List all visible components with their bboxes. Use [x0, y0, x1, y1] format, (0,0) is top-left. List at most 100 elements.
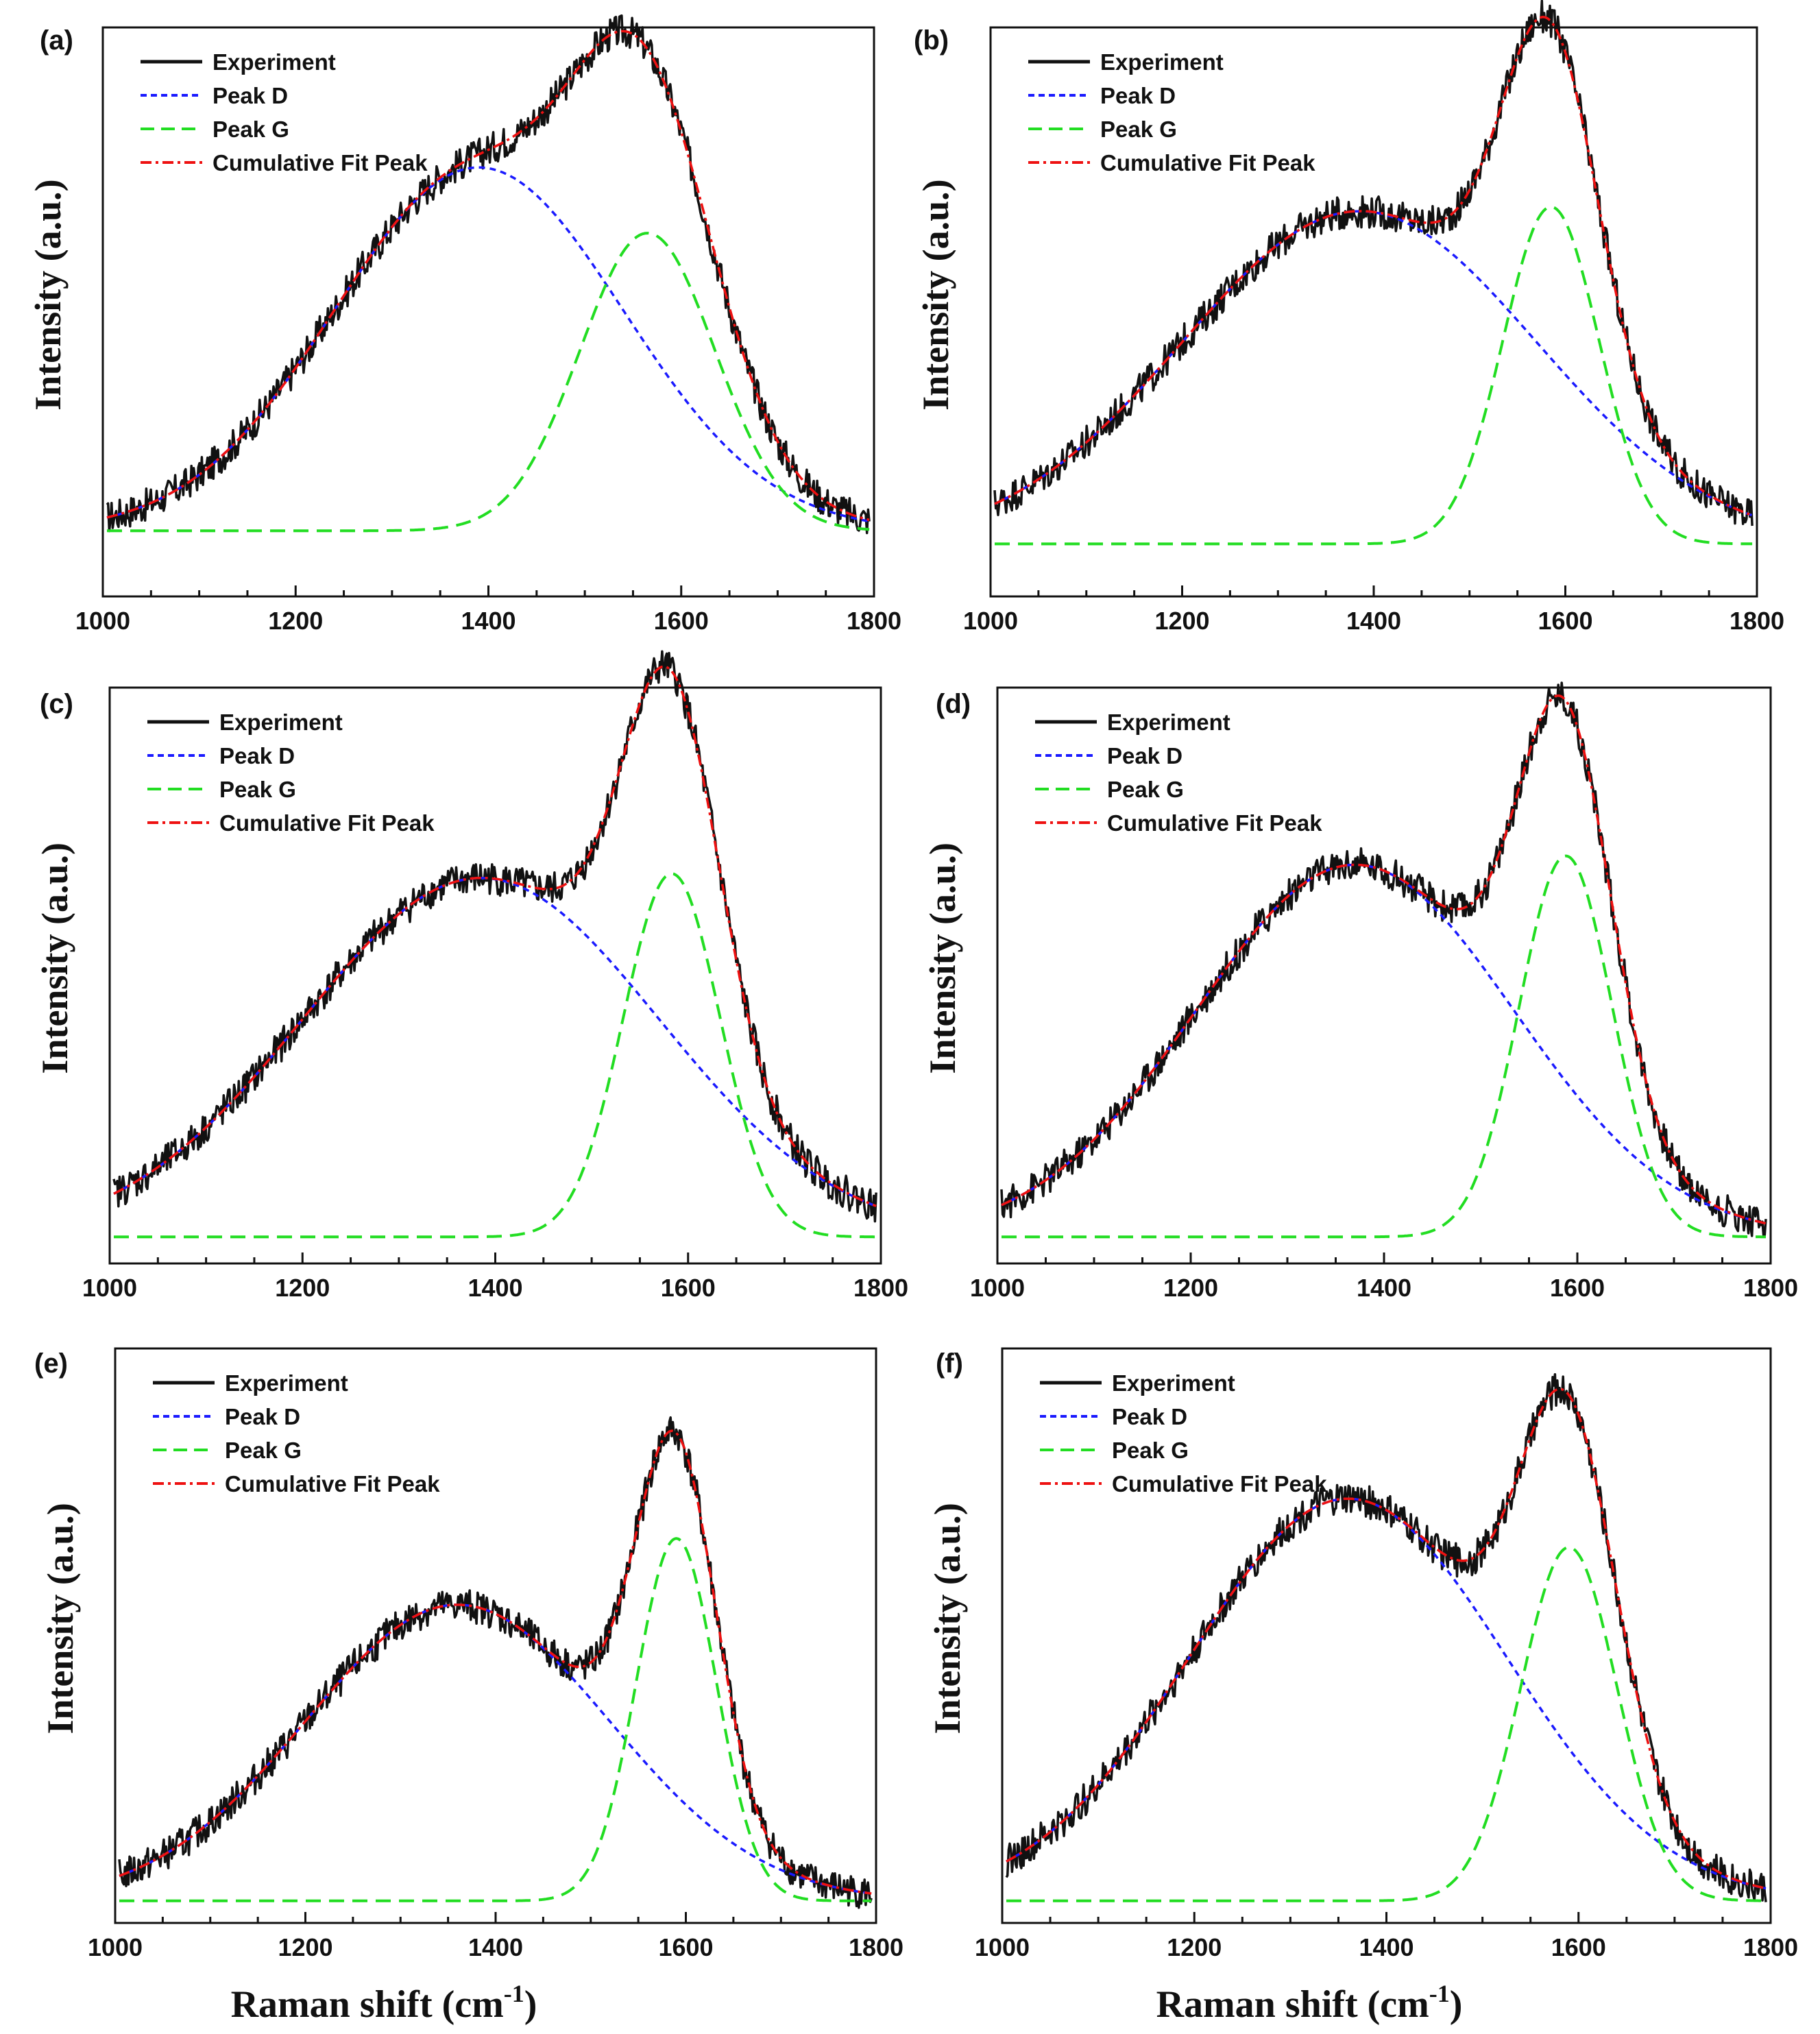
x-tick-label: 1800	[1730, 607, 1784, 635]
x-tick-label: 1400	[1357, 1274, 1411, 1302]
x-tick-label: 1400	[1359, 1933, 1413, 1961]
series-experiment	[118, 1416, 873, 1909]
legend-label: Cumulative Fit Peak	[225, 1471, 440, 1497]
legend-label: Cumulative Fit Peak	[213, 150, 428, 175]
series-cumulative-fit	[119, 1429, 872, 1895]
x-tick-label: 1000	[75, 607, 130, 635]
plot-frame	[989, 26, 1758, 598]
legend-label: Cumulative Fit Peak	[219, 810, 435, 836]
legend-label: Peak D	[225, 1404, 300, 1429]
series-peak-d	[119, 1603, 872, 1895]
chart-panel-a: (a) 1000 1200 1400 1600 1800 Intensity (a.u.) E…	[27, 14, 901, 635]
legend-label: Experiment	[213, 49, 336, 75]
panel-label: (a)	[40, 25, 73, 56]
legend-label: Peak D	[219, 743, 295, 768]
x-tick-label: 1800	[853, 1274, 908, 1302]
x-tick-label: 1200	[278, 1933, 332, 1961]
x-tick-label: 1200	[268, 607, 323, 635]
x-tick-label: 1200	[1163, 1274, 1218, 1302]
plot-frame	[1001, 1347, 1772, 1924]
x-tick-label: 1600	[661, 1274, 716, 1302]
x-axis-title-left: Raman shift (cm-1)	[231, 1980, 537, 2026]
x-tick-label: 1600	[1550, 1274, 1605, 1302]
x-tick-label: 1000	[88, 1933, 143, 1961]
series-cumulative-fit	[113, 665, 877, 1207]
y-axis-title: Intensity (a.u.)	[922, 843, 963, 1074]
chart-panel-e: (e) 1000 1200 1400 1600 1800 Intensity (a.u.) E…	[34, 1347, 903, 1961]
x-tick-label: 1600	[658, 1933, 713, 1961]
x-axis-title-right: Raman shift (cm-1)	[1156, 1980, 1463, 2026]
plot-frame	[108, 686, 882, 1265]
legend-label: Peak D	[213, 83, 288, 108]
legend-label: Peak G	[213, 117, 289, 142]
x-tick-label: 1600	[1538, 607, 1592, 635]
legend-label: Cumulative Fit Peak	[1100, 150, 1315, 175]
series-cumulative-fit	[1001, 694, 1767, 1225]
x-tick-label: 1200	[1167, 1933, 1222, 1961]
x-tick-label: 1800	[1743, 1933, 1798, 1961]
series-peak-d	[1006, 1497, 1767, 1890]
series-experiment	[112, 650, 877, 1223]
x-tick-label: 1400	[468, 1933, 523, 1961]
series-peak-g	[1006, 1546, 1767, 1902]
series-cumulative-fit	[994, 16, 1753, 517]
x-tick-label: 1800	[847, 607, 901, 635]
panel-label: (e)	[34, 1348, 68, 1379]
series-peak-g	[114, 872, 877, 1239]
x-tick-label: 1000	[970, 1274, 1025, 1302]
chart-panel-f: (f) 1000 1200 1400 1600 1800 Intensity (a.u.) E…	[927, 1347, 1798, 1961]
y-axis-title: Intensity (a.u.)	[40, 1503, 81, 1734]
x-tick-label: 1800	[849, 1933, 903, 1961]
legend-label: Experiment	[1112, 1370, 1235, 1396]
legend-label: Experiment	[1100, 49, 1224, 75]
legend-label: Peak G	[219, 777, 296, 802]
x-tick-label: 1000	[82, 1274, 137, 1302]
x-tick-label: 1400	[468, 1274, 522, 1302]
chart-panel-b: (b) 1000 1200 1400 1600 1800 Intensity (a.u.) E…	[914, 0, 1784, 635]
y-axis-title: Intensity (a.u.)	[34, 843, 75, 1074]
plot-frame	[114, 1347, 877, 1924]
legend-label: Cumulative Fit Peak	[1112, 1471, 1327, 1497]
y-axis-title: Intensity (a.u.)	[27, 179, 69, 411]
y-axis-title: Intensity (a.u.)	[915, 179, 956, 411]
x-tick-label: 1600	[1551, 1933, 1606, 1961]
series-cumulative-fit	[1006, 1388, 1767, 1890]
series-experiment	[106, 14, 871, 535]
legend-label: Peak G	[1107, 777, 1184, 802]
x-axis-title-left-close: )	[524, 1983, 537, 2026]
legend-label: Experiment	[225, 1370, 348, 1396]
series-cumulative-fit	[106, 29, 870, 522]
legend-label: Experiment	[1107, 710, 1230, 735]
legend-label: Peak G	[1112, 1438, 1189, 1463]
panel-label: (b)	[914, 25, 949, 56]
x-axis-title-right-sup: -1	[1429, 1980, 1450, 2007]
legend-label: Experiment	[219, 710, 343, 735]
series-peak-g	[107, 232, 870, 533]
chart-panel-d: (d) 1000 1200 1400 1600 1800 Intensity (a.u.) E…	[922, 681, 1798, 1302]
x-axis-title-right-main: Raman shift (cm	[1156, 1983, 1429, 2026]
panel-label: (d)	[936, 689, 971, 719]
series-peak-g	[1002, 854, 1766, 1239]
x-tick-label: 1600	[654, 607, 709, 635]
x-tick-label: 1200	[1154, 607, 1209, 635]
series-peak-d	[113, 877, 877, 1208]
series-peak-g	[995, 205, 1753, 546]
x-axis-title-left-sup: -1	[504, 1980, 524, 2007]
panel-label: (f)	[936, 1348, 963, 1379]
chart-panel-c: (c) 1000 1200 1400 1600 1800 Intensity (a.u.) E…	[34, 650, 908, 1302]
panel-label: (c)	[40, 689, 73, 719]
legend-label: Peak D	[1100, 83, 1176, 108]
x-tick-label: 1400	[1346, 607, 1401, 635]
x-tick-label: 1000	[975, 1933, 1030, 1961]
y-axis-title: Intensity (a.u.)	[927, 1503, 968, 1734]
series-peak-g	[119, 1537, 872, 1902]
x-tick-label: 1400	[461, 607, 515, 635]
series-peak-d	[994, 210, 1753, 517]
x-axis-title-left-main: Raman shift (cm	[231, 1983, 504, 2026]
x-tick-label: 1000	[963, 607, 1018, 635]
x-tick-label: 1800	[1743, 1274, 1798, 1302]
legend-label: Peak D	[1112, 1404, 1187, 1429]
legend-label: Cumulative Fit Peak	[1107, 810, 1322, 836]
legend-label: Peak G	[1100, 117, 1177, 142]
